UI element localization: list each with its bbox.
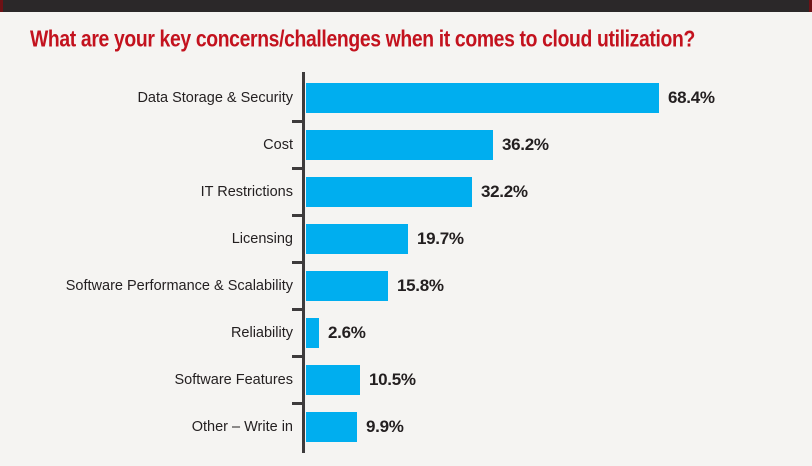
bar [306, 318, 319, 348]
category-label: Software Features [174, 372, 293, 388]
category-label: Other – Write in [191, 419, 293, 435]
axis-tick [292, 355, 303, 358]
top-accent-bar [0, 0, 812, 12]
category-label: Reliability [230, 325, 293, 341]
y-axis-line [302, 72, 305, 453]
value-label: 10.5% [369, 370, 416, 389]
bar [306, 271, 388, 301]
category-label: Data Storage & Security [137, 90, 293, 106]
category-label: Software Performance & Scalability [65, 278, 293, 294]
value-label: 9.9% [366, 417, 404, 436]
bar [306, 224, 408, 254]
value-label: 36.2% [502, 135, 549, 154]
axis-tick [292, 402, 303, 405]
bar [306, 177, 472, 207]
axis-tick [292, 167, 303, 170]
bar [306, 130, 493, 160]
category-label: Cost [263, 137, 293, 153]
bar [306, 412, 357, 442]
value-label: 15.8% [397, 276, 444, 295]
axis-tick [292, 261, 303, 264]
bar [306, 365, 360, 395]
bar [306, 83, 659, 113]
axis-tick [292, 214, 303, 217]
category-label: IT Restrictions [200, 184, 293, 200]
value-label: 2.6% [328, 323, 366, 342]
value-label: 19.7% [417, 229, 464, 248]
value-label: 32.2% [481, 182, 528, 201]
value-label: 68.4% [668, 88, 715, 107]
chart-title: What are your key concerns/challenges wh… [30, 25, 695, 52]
axis-tick [292, 120, 303, 123]
category-label: Licensing [231, 231, 293, 247]
axis-tick [292, 308, 303, 311]
